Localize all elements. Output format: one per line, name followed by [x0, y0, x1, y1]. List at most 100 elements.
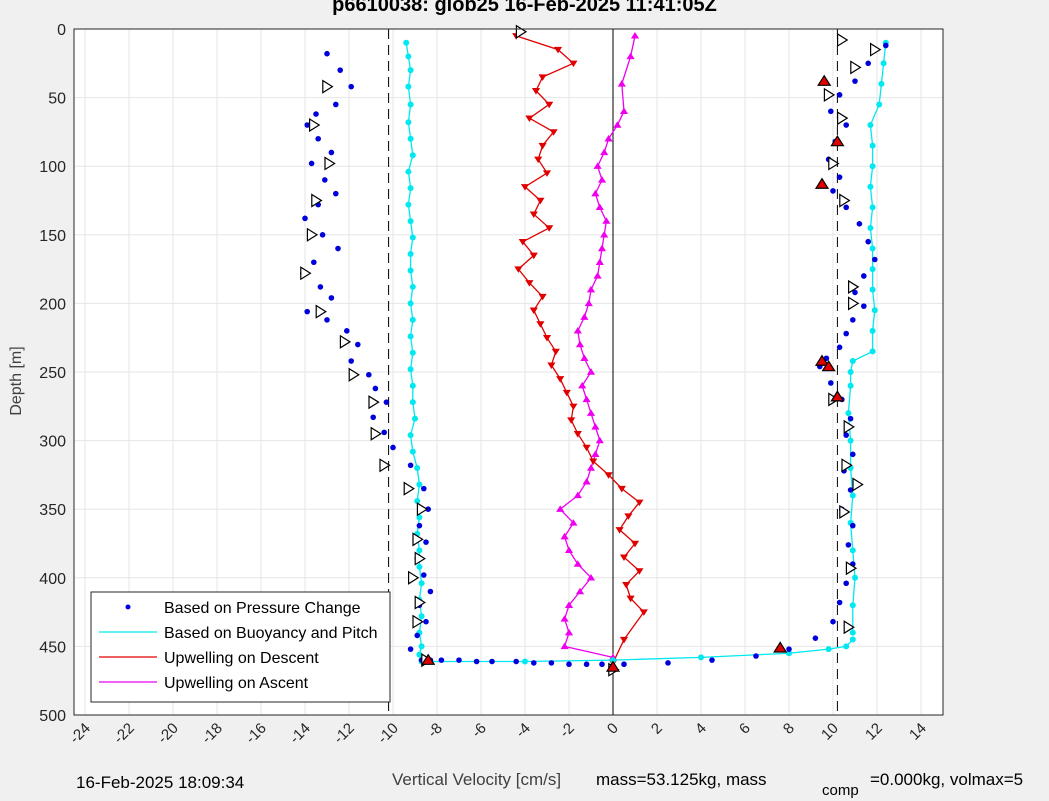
buoyancy-point	[416, 651, 423, 658]
data-layer	[300, 24, 889, 677]
buoyancy-point	[847, 437, 854, 444]
descent-point	[569, 60, 578, 68]
pressure-point	[337, 67, 344, 73]
buoyancy-point	[871, 307, 878, 314]
buoyancy-point	[852, 574, 858, 581]
pressure-point	[344, 328, 350, 334]
buoyancy-point	[845, 410, 852, 417]
buoyancy-point	[405, 201, 412, 208]
descent-point	[624, 513, 633, 520]
ascent-point	[582, 477, 591, 485]
x-tick-label: -20	[154, 720, 181, 747]
pressure-point	[830, 618, 836, 625]
descent-point	[542, 170, 552, 177]
pressure-point	[753, 653, 759, 659]
buoyancy-point	[849, 547, 856, 554]
black-triangle-marker	[300, 266, 312, 281]
ascent-point	[600, 230, 609, 238]
ascent-point	[584, 299, 593, 307]
pressure-point	[311, 259, 317, 266]
pressure-point	[416, 522, 423, 529]
pressure-point	[621, 661, 627, 668]
descent-point	[538, 74, 547, 81]
pressure-point	[861, 303, 867, 309]
x-tick-label: -8	[424, 720, 445, 741]
buoyancy-point	[416, 514, 423, 521]
buoyancy-point	[786, 650, 792, 657]
buoyancy-point	[849, 629, 856, 636]
y-tick-label: 350	[39, 502, 66, 519]
pressure-point	[302, 215, 308, 222]
ascent-point	[626, 52, 635, 60]
x-tick-label: -4	[512, 720, 533, 741]
pressure-point	[865, 238, 871, 245]
pressure-point	[847, 415, 854, 422]
pressure-point	[328, 149, 335, 156]
buoyancy-point	[407, 333, 414, 340]
pressure-point	[828, 380, 834, 386]
pressure-point	[786, 646, 792, 652]
buoyancy-point	[409, 316, 416, 323]
buoyancy-point	[869, 348, 876, 355]
descent-point	[619, 554, 629, 562]
buoyancy-point	[416, 563, 423, 570]
pressure-point	[423, 539, 429, 545]
buoyancy-point	[409, 448, 416, 455]
buoyancy-point	[407, 218, 414, 225]
ascent-point	[586, 573, 596, 581]
ascent-point	[560, 642, 569, 650]
legend-marker	[125, 604, 131, 610]
black-triangle-marker	[408, 570, 420, 585]
buoyancy-point	[849, 602, 856, 609]
x-tick-label: 10	[818, 720, 842, 744]
y-tick-label: 50	[48, 91, 66, 108]
footer-date: 16-Feb-2025 18:09:34	[76, 773, 245, 792]
y-tick-label: 100	[39, 159, 66, 176]
buoyancy-point	[407, 432, 414, 439]
pressure-point	[423, 618, 429, 625]
pressure-point	[438, 657, 445, 663]
ascent-point	[580, 354, 589, 361]
black-triangle-marker	[828, 156, 840, 171]
pressure-point	[324, 317, 330, 323]
buoyancy-point	[869, 245, 876, 252]
pressure-point	[407, 646, 414, 652]
descent-point	[573, 431, 582, 438]
buoyancy-line	[405, 42, 423, 661]
pressure-point	[852, 78, 858, 84]
black-triangle-marker	[850, 60, 862, 75]
pressure-point	[308, 160, 315, 167]
black-triangle-marker	[839, 193, 851, 208]
buoyancy-point	[869, 142, 876, 149]
footer-mass: mass=53.125kg, mass	[596, 770, 767, 789]
buoyancy-point	[610, 657, 616, 664]
descent-point	[626, 595, 635, 603]
descent-point	[551, 348, 560, 356]
buoyancy-point	[416, 547, 423, 554]
pressure-point	[348, 83, 355, 90]
pressure-point	[315, 135, 322, 142]
buoyancy-point	[849, 636, 856, 643]
black-triangle-marker	[841, 458, 853, 473]
black-triangle-marker	[370, 426, 382, 441]
y-axis-label: Depth [m]	[8, 346, 25, 416]
pressure-point	[872, 256, 878, 263]
pressure-point	[599, 661, 605, 668]
pressure-point	[856, 221, 863, 227]
descent-point	[549, 129, 558, 136]
black-triangle-marker	[309, 117, 321, 133]
buoyancy-point	[409, 234, 416, 241]
pressure-point	[322, 177, 328, 183]
black-triangle-marker	[836, 111, 849, 126]
ascent-point	[573, 491, 582, 499]
black-triangle-marker	[315, 304, 327, 319]
black-triangle-marker	[845, 561, 858, 576]
chart-title: p6610038: glob25 16-Feb-2025 11:41:05Z	[332, 0, 717, 16]
pressure-point	[333, 101, 339, 108]
black-triangle-marker	[311, 193, 323, 208]
x-tick-label: -6	[468, 720, 489, 741]
ascent-point	[604, 134, 613, 142]
buoyancy-point	[418, 613, 425, 620]
descent-point	[534, 156, 543, 164]
red-triangle-marker	[605, 660, 621, 672]
